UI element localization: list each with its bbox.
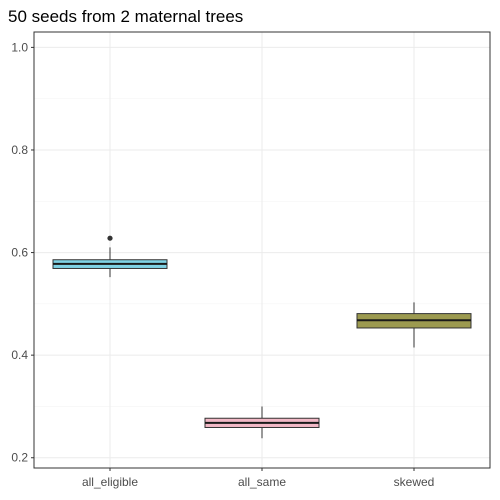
axes: 0.2 0.4 0.6 0.8 1.0 all_eligible all_same skewe… <box>11 40 434 489</box>
chart-title: 50 seeds from 2 maternal trees <box>8 7 243 26</box>
y-tick-label: 1.0 <box>11 40 28 54</box>
boxes <box>52 235 472 439</box>
grid <box>34 32 490 468</box>
x-tick-label: all_eligible <box>82 475 138 489</box>
x-tick-label: all_same <box>238 475 286 489</box>
y-tick-label: 0.6 <box>11 246 28 260</box>
outlier-point <box>107 235 113 241</box>
box-skewed <box>356 302 472 348</box>
box-all_eligible <box>52 235 168 278</box>
box-all_same <box>204 406 320 439</box>
y-tick-label: 0.2 <box>11 451 28 465</box>
y-tick-label: 0.8 <box>11 143 28 157</box>
y-tick-label: 0.4 <box>11 348 28 362</box>
x-tick-label: skewed <box>394 475 435 489</box>
